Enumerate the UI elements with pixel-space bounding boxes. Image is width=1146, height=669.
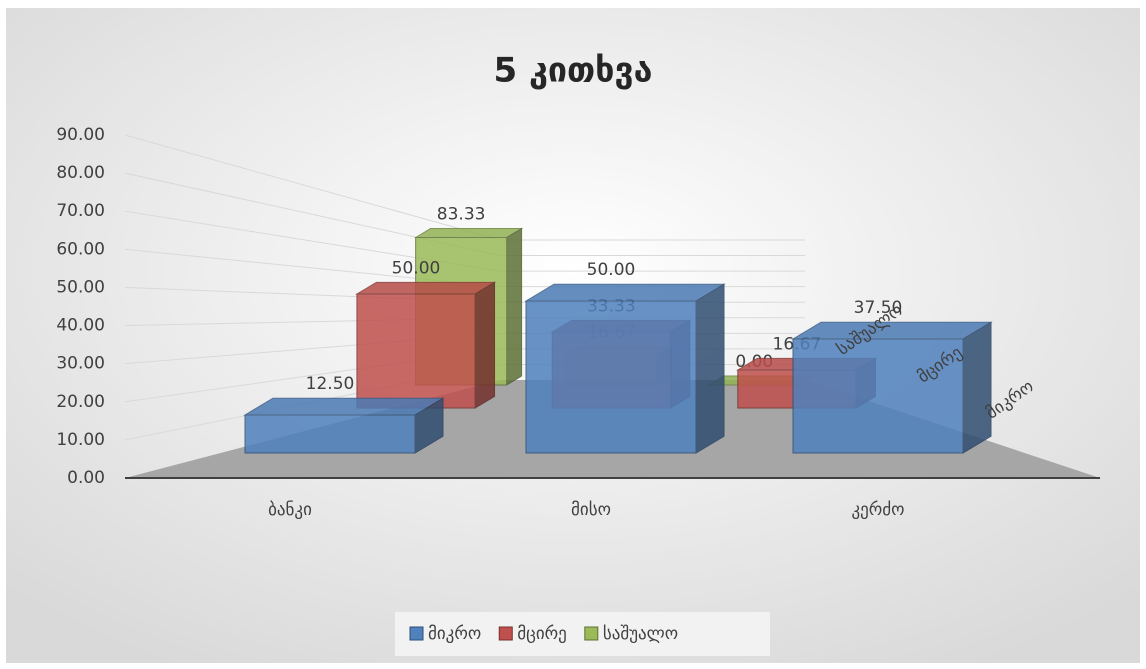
y-tick-label: 70.00 [56, 201, 105, 221]
y-tick-label: 20.00 [56, 392, 105, 412]
bar-face [695, 283, 725, 454]
data-label: 37.50 [854, 298, 903, 318]
bar-face [962, 321, 992, 454]
data-label: 50.00 [587, 260, 636, 280]
bar [791, 321, 993, 454]
bar [524, 283, 726, 454]
legend-swatch [409, 626, 424, 641]
bar-face [474, 281, 496, 409]
x-tick-label: მისო [571, 500, 611, 520]
bar-face [524, 283, 726, 302]
y-tick-label: 10.00 [56, 430, 105, 450]
legend-label: საშუალო [603, 624, 678, 644]
y-tick-label: 90.00 [56, 125, 105, 145]
bar [243, 397, 445, 454]
data-label: 12.50 [306, 374, 355, 394]
bar-face [506, 227, 523, 386]
data-label: 83.33 [437, 205, 486, 225]
legend-swatch [498, 626, 513, 641]
y-tick-label: 40.00 [56, 316, 105, 336]
y-tick-label: 0.00 [67, 468, 105, 488]
legend-swatch [584, 626, 599, 641]
chart-title: 5 კითხვა [493, 51, 652, 91]
y-tick-label: 50.00 [56, 277, 105, 297]
legend-label: მცირე [517, 624, 567, 644]
bar-face [792, 338, 964, 454]
y-tick-label: 60.00 [56, 239, 105, 259]
legend [395, 612, 770, 656]
bar-face [356, 293, 476, 409]
x-tick-label: ბანკი [268, 500, 312, 520]
legend-label: მიკრო [428, 624, 481, 644]
bar-face [355, 281, 497, 295]
y-tick-label: 80.00 [56, 163, 105, 183]
data-label: 50.00 [392, 258, 441, 278]
bar-face [244, 414, 416, 454]
bar-face [243, 397, 445, 416]
y-tick-label: 30.00 [56, 354, 105, 374]
bar-face [413, 228, 524, 239]
bar [355, 281, 497, 409]
bar-face [525, 300, 697, 454]
x-tick-label: კერძო [851, 500, 904, 520]
